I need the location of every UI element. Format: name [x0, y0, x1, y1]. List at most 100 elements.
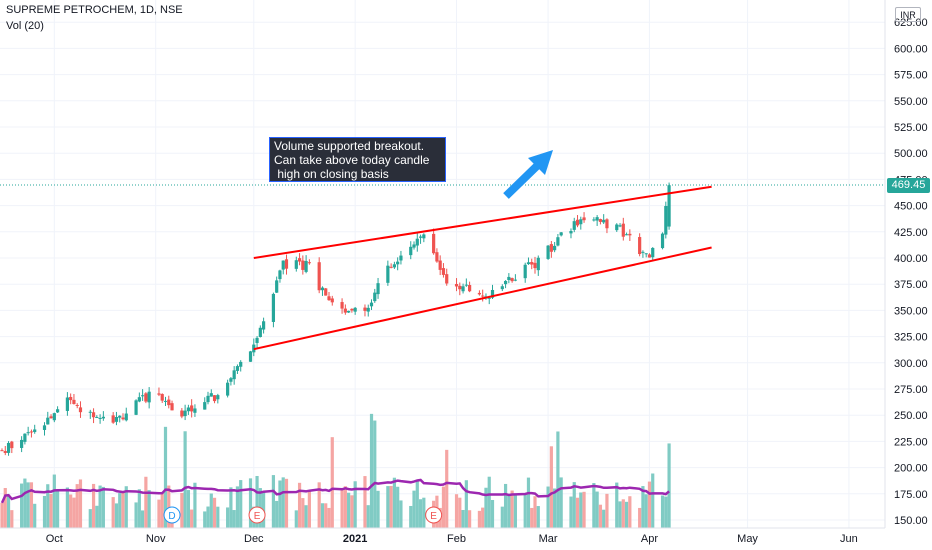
price-tick-label: 550.00	[894, 96, 928, 108]
price-tick-label: 500.00	[894, 148, 928, 160]
volume-bar	[301, 498, 305, 528]
candle-body	[23, 433, 27, 442]
price-tick-label: 325.00	[894, 332, 928, 344]
volume-bar	[91, 483, 96, 528]
event-marker-circle	[248, 506, 266, 524]
candle-body	[330, 298, 334, 303]
volume-bar	[216, 506, 220, 528]
volume-bar	[651, 473, 655, 528]
price-tick-label: 400.00	[894, 253, 928, 265]
candle-body	[549, 244, 553, 252]
volume-bar	[556, 431, 560, 528]
price-tick-label: 450.00	[894, 201, 928, 213]
candle-body	[33, 429, 37, 433]
volume-bar	[327, 507, 331, 528]
candle-body	[141, 395, 145, 397]
candle-body	[399, 255, 403, 261]
volume-bar	[396, 486, 400, 528]
breakout-arrow-icon[interactable]	[503, 150, 553, 199]
volume-bar	[114, 503, 119, 528]
volume-bar	[65, 487, 69, 528]
volume-bars	[0, 413, 671, 528]
price-axis[interactable]: 150.00 175.00 200.00 225.00 250.00 275.00 300.…	[884, 0, 928, 528]
candle-body	[621, 223, 625, 237]
upper-trendline[interactable]	[253, 185, 712, 259]
arrow-head	[528, 150, 553, 175]
volume-bar	[33, 503, 37, 528]
event-marker: E	[425, 506, 443, 524]
currency-badge[interactable]: INR	[895, 7, 921, 22]
candle-body	[386, 265, 390, 283]
price-tick-label: 175.00	[894, 489, 928, 501]
candle-body	[170, 403, 174, 411]
volume-bar	[304, 505, 308, 528]
candle-body	[513, 279, 517, 281]
candle-body	[167, 399, 171, 406]
volume-bar	[118, 493, 122, 528]
volume-bar	[137, 489, 141, 528]
candle-body	[72, 399, 76, 405]
candle-body	[651, 247, 655, 258]
time-axis[interactable]: Oct Nov Dec 2021 Feb Mar Apr May Jun	[0, 527, 885, 545]
volume-bar	[602, 509, 606, 528]
candle-body	[160, 394, 164, 401]
candle-body	[458, 285, 462, 290]
price-tick-label: 250.00	[894, 410, 928, 422]
candle-body	[235, 366, 240, 371]
candle-body	[582, 217, 586, 221]
volume-bar	[598, 504, 603, 528]
volume-bar	[621, 499, 625, 528]
volume-bar	[461, 509, 465, 528]
volume-bar	[575, 497, 580, 528]
volume-bar	[579, 492, 583, 528]
volume-bar	[42, 495, 47, 528]
volume-bar	[317, 482, 321, 528]
candle-body	[592, 219, 596, 221]
candle-body	[432, 233, 436, 254]
volume-indicator-label[interactable]: Vol (20)	[6, 20, 44, 32]
volume-bar	[500, 506, 504, 528]
volume-bar	[572, 482, 576, 528]
volume-bar	[530, 507, 534, 528]
volume-bar	[490, 499, 495, 528]
candle-body	[510, 278, 514, 282]
lower-trendline[interactable]	[253, 246, 712, 351]
price-tick-label: 300.00	[894, 358, 928, 370]
volume-bar	[144, 476, 148, 528]
volume-bar	[163, 426, 168, 528]
volume-bar	[147, 490, 151, 528]
volume-bar	[340, 488, 344, 528]
volume-bar	[373, 420, 377, 528]
candle-body	[49, 416, 53, 419]
time-tick-label: May	[737, 533, 758, 545]
candle-body	[546, 245, 550, 259]
candle-body	[255, 337, 259, 343]
annotation-textbox[interactable]: Volume supported breakout. Can take abov…	[269, 137, 446, 182]
candle-body	[605, 219, 609, 229]
candle-body	[10, 441, 14, 449]
candle-body	[445, 274, 449, 284]
volume-bar	[644, 494, 648, 528]
price-tick-label: 425.00	[894, 227, 928, 239]
volume-bar	[232, 510, 236, 528]
volume-bar	[255, 475, 259, 528]
candle-body	[55, 409, 60, 413]
candle-body	[559, 232, 563, 236]
volume-bar	[324, 503, 328, 528]
volume-bar	[664, 496, 668, 528]
candle-body	[186, 407, 190, 412]
candle-body	[301, 260, 305, 270]
event-marker-label: E	[430, 511, 437, 522]
candle-body	[229, 378, 233, 382]
candle-body	[664, 205, 668, 235]
volume-bar	[209, 493, 213, 528]
candle-body	[415, 238, 419, 246]
volume-bar	[278, 480, 282, 528]
candle-body	[523, 264, 527, 279]
volume-bar	[347, 492, 351, 528]
candlesticks	[0, 182, 671, 456]
candle-body	[163, 400, 168, 402]
volume-bar	[141, 510, 145, 528]
candle-body	[350, 308, 354, 311]
